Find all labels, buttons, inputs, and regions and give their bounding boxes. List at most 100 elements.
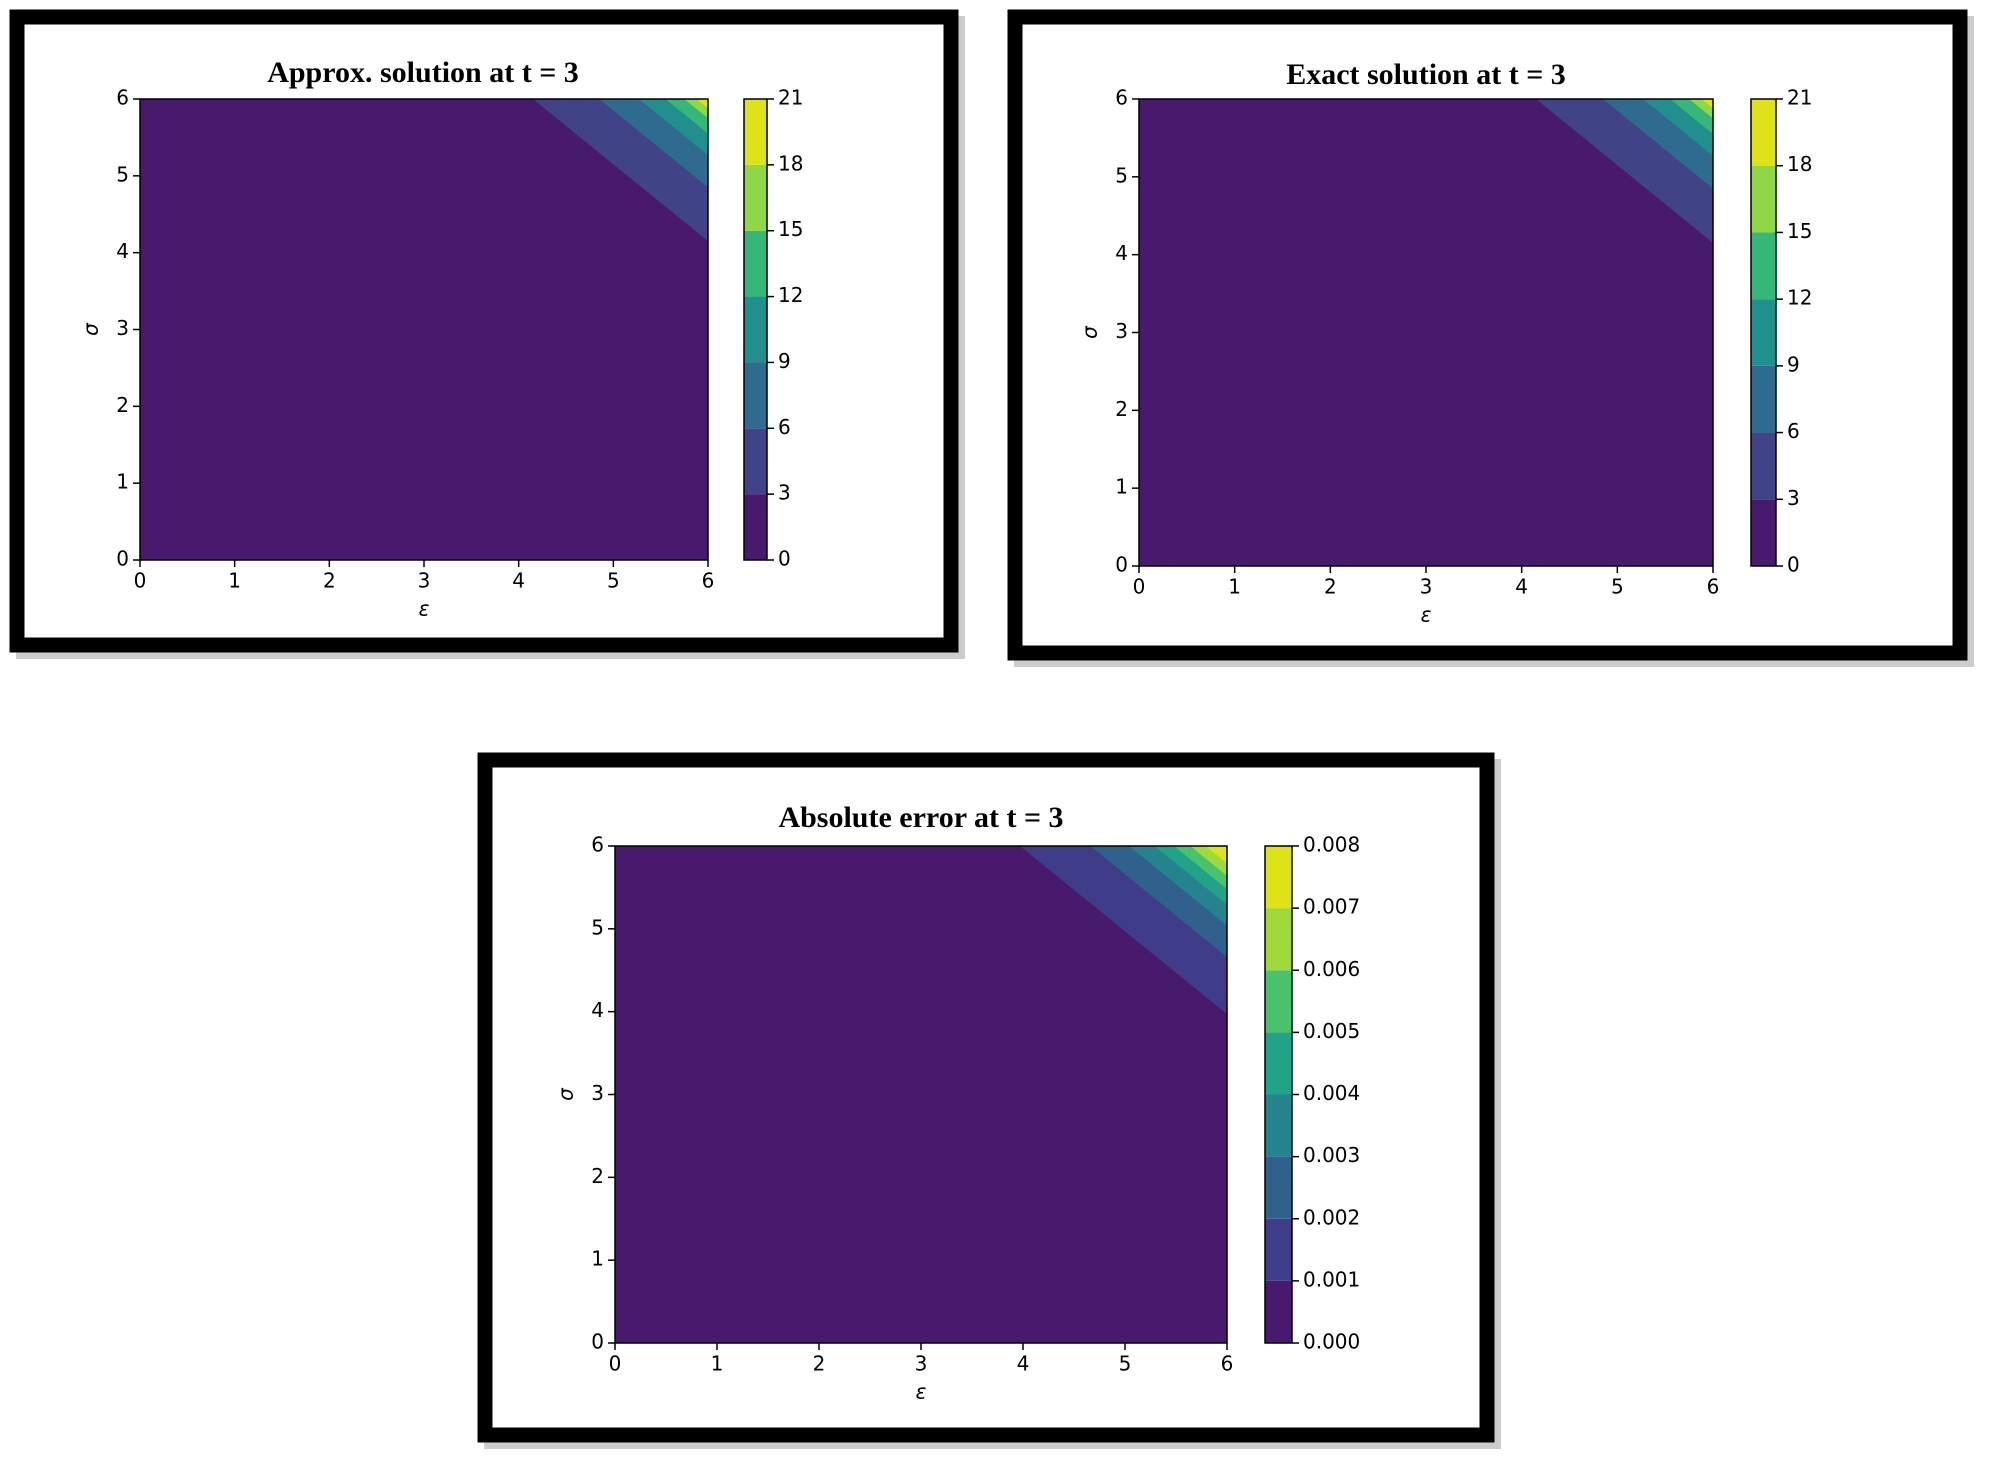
colorbar-tick-label: 0.003 — [1303, 1143, 1360, 1167]
x-tick-label: 2 — [323, 569, 336, 593]
colorbar-band — [1751, 299, 1776, 366]
colorbar-tick-label: 0 — [1787, 553, 1800, 577]
y-tick-label: 6 — [591, 833, 604, 857]
contour-band — [1205, 846, 1227, 864]
colorbar-tick-label: 18 — [1787, 152, 1812, 176]
x-tick-label: 5 — [607, 569, 620, 593]
colorbar-tick-label: 0.008 — [1303, 833, 1360, 857]
x-tick-label: 6 — [1707, 575, 1720, 599]
contour-band — [1689, 99, 1713, 119]
y-tick-label: 1 — [1115, 475, 1128, 499]
colorbar-tick-label: 0 — [778, 547, 791, 571]
chart-title: Exact solution at t = 3 — [1286, 58, 1566, 91]
y-tick-label: 3 — [591, 1081, 604, 1105]
colorbar-tick-label: 9 — [1787, 352, 1800, 376]
contour-band — [684, 99, 708, 119]
x-axis-label: ε — [1421, 603, 1432, 627]
colorbar-tick-label: 0.006 — [1303, 957, 1360, 981]
x-tick-label: 4 — [512, 569, 525, 593]
colorbar-band — [1751, 432, 1776, 500]
y-axis-label: σ — [79, 322, 103, 336]
x-tick-label: 2 — [1324, 575, 1337, 599]
y-axis-label: σ — [554, 1087, 578, 1101]
contour-band — [1701, 99, 1713, 109]
x-tick-label: 5 — [1611, 575, 1624, 599]
x-tick-label: 3 — [1420, 575, 1433, 599]
plot-fill — [1139, 99, 1713, 566]
y-tick-label: 2 — [116, 393, 129, 417]
y-tick-label: 1 — [116, 470, 129, 494]
y-axis-label: σ — [1078, 325, 1102, 339]
x-tick-label: 6 — [1221, 1352, 1234, 1376]
colorbar-band — [1265, 1280, 1292, 1343]
x-tick-label: 1 — [1228, 575, 1241, 599]
colorbar-band — [1751, 232, 1776, 300]
y-tick-label: 0 — [591, 1330, 604, 1354]
colorbar-band — [744, 428, 767, 495]
x-axis-label: ε — [419, 597, 430, 621]
x-tick-label: 0 — [609, 1352, 622, 1376]
colorbar-tick-label: 0.000 — [1303, 1330, 1360, 1354]
colorbar-tick-label: 12 — [1787, 286, 1812, 310]
colorbar-band — [744, 164, 767, 231]
colorbar-frame — [1750, 98, 1777, 567]
colorbar-band — [1751, 165, 1776, 233]
y-tick-label: 4 — [116, 239, 129, 263]
colorbar-band — [1265, 908, 1292, 971]
colorbar-band — [1751, 365, 1776, 433]
y-tick-label: 0 — [116, 547, 129, 571]
plot-fill — [140, 99, 708, 560]
colorbar-tick-label: 18 — [778, 151, 803, 175]
colorbar-band — [744, 362, 767, 429]
colorbar-band — [1265, 970, 1292, 1033]
y-tick-label: 5 — [116, 162, 129, 186]
y-tick-label: 5 — [591, 915, 604, 939]
x-tick-label: 3 — [915, 1352, 928, 1376]
colorbar-tick-label: 0.007 — [1303, 895, 1360, 919]
chart-title: Approx. solution at t = 3 — [267, 56, 579, 89]
y-tick-label: 3 — [1115, 319, 1128, 343]
colorbar-tick-label: 0.001 — [1303, 1267, 1360, 1291]
colorbar-band — [1265, 1032, 1292, 1095]
y-tick-label: 6 — [116, 86, 129, 110]
colorbar-band — [1265, 1218, 1292, 1281]
colorbar-tick-label: 15 — [778, 217, 803, 241]
x-axis-label: ε — [916, 1380, 927, 1404]
y-tick-label: 1 — [591, 1247, 604, 1271]
y-tick-label: 0 — [1115, 553, 1128, 577]
y-tick-label: 4 — [1115, 241, 1128, 265]
colorbar-tick-label: 3 — [778, 481, 791, 505]
x-tick-label: 1 — [711, 1352, 724, 1376]
colorbar-tick-label: 15 — [1787, 219, 1812, 243]
colorbar-tick-label: 21 — [778, 86, 803, 110]
colorbar-tick-label: 9 — [778, 349, 791, 373]
x-tick-label: 5 — [1119, 1352, 1132, 1376]
colorbar-tick-label: 6 — [778, 415, 791, 439]
colorbar-band — [744, 296, 767, 363]
colorbar-tick-label: 0.002 — [1303, 1205, 1360, 1229]
x-tick-label: 0 — [134, 569, 147, 593]
colorbar-band — [1265, 846, 1292, 909]
colorbar-band — [1265, 1156, 1292, 1219]
colorbar-tick-label: 0.004 — [1303, 1081, 1360, 1105]
colorbar-band — [1265, 1094, 1292, 1157]
x-tick-label: 4 — [1515, 575, 1528, 599]
y-tick-label: 2 — [591, 1164, 604, 1188]
colorbar-tick-label: 6 — [1787, 419, 1800, 443]
y-tick-label: 3 — [116, 316, 129, 340]
colorbar-frame — [743, 98, 768, 561]
x-tick-label: 1 — [228, 569, 241, 593]
y-tick-label: 2 — [1115, 397, 1128, 421]
colorbar-band — [1751, 499, 1776, 566]
x-tick-label: 6 — [702, 569, 715, 593]
colorbar-tick-label: 21 — [1787, 86, 1812, 110]
colorbar-band — [744, 494, 767, 560]
x-tick-label: 4 — [1017, 1352, 1030, 1376]
y-tick-label: 4 — [591, 998, 604, 1022]
x-tick-label: 0 — [1133, 575, 1146, 599]
y-tick-label: 5 — [1115, 163, 1128, 187]
colorbar-tick-label: 12 — [778, 283, 803, 307]
y-tick-label: 6 — [1115, 86, 1128, 110]
x-tick-label: 3 — [418, 569, 431, 593]
